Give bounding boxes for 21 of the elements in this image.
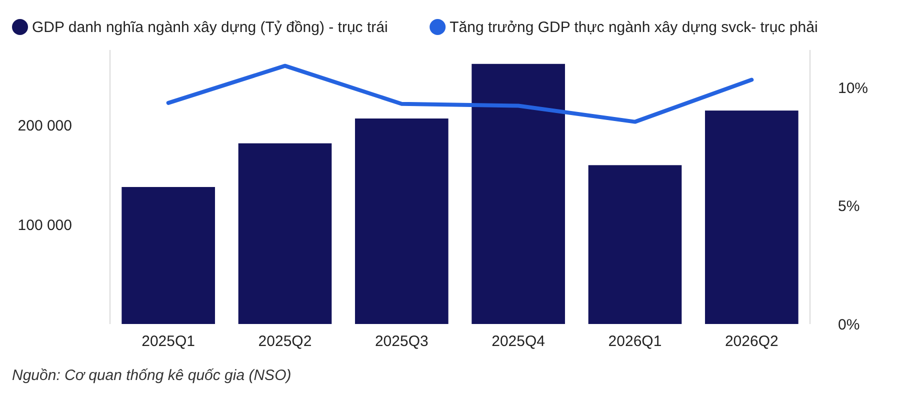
bar bbox=[472, 64, 565, 324]
bar bbox=[122, 187, 215, 324]
y2-tick-label: 5% bbox=[838, 198, 860, 216]
y2-tick-label: 10% bbox=[838, 80, 868, 98]
legend-label: Tăng trưởng GDP thực ngành xây dựng svck- trục phải bbox=[450, 19, 818, 36]
legend-label: GDP danh nghĩa ngành xây dựng (Tỷ đồng) - trục trái bbox=[32, 19, 388, 36]
bar bbox=[588, 165, 682, 324]
bar bbox=[238, 143, 332, 324]
bar bbox=[355, 118, 448, 324]
x-tick-label: 2025Q4 bbox=[492, 333, 546, 350]
y2-tick-label: 0% bbox=[838, 316, 860, 334]
line-series bbox=[166, 64, 754, 124]
x-tick-label: 2025Q2 bbox=[258, 333, 312, 350]
text: Nguồn: Cơ quan thống kê quốc gia (NSO) bbox=[12, 367, 292, 384]
x-tick-label: 2026Q2 bbox=[724, 333, 778, 350]
bar bbox=[705, 110, 798, 324]
x-tick-label: 2026Q1 bbox=[608, 333, 662, 350]
x-tick-label: 2025Q1 bbox=[142, 333, 196, 350]
y-tick-label: 200 000 bbox=[18, 118, 72, 135]
y-tick-label: 100 000 bbox=[18, 216, 72, 234]
x-tick-label: 2025Q3 bbox=[374, 333, 428, 350]
